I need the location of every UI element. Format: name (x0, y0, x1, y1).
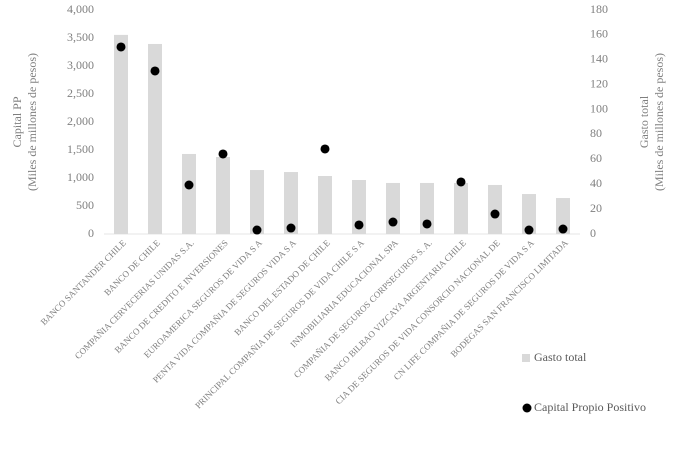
y-tick-label: 1,000 (67, 170, 94, 184)
y2-tick-label: 80 (590, 126, 602, 140)
bar (318, 176, 332, 234)
y-tick-label: 1,500 (67, 142, 94, 156)
y2-tick-label: 20 (590, 201, 602, 215)
dot (422, 219, 432, 229)
bar (216, 156, 230, 234)
y2-tick-label: 140 (590, 52, 608, 66)
bar (522, 194, 536, 234)
legend-label: Capital Propio Positivo (534, 400, 646, 414)
dot (558, 224, 568, 234)
y2-axis-title: (Miles de millones de pesos) (652, 53, 666, 191)
bar (556, 198, 570, 234)
dot (184, 180, 194, 190)
bar (250, 170, 264, 234)
bar (182, 153, 196, 234)
y-tick-label: 3,500 (67, 30, 94, 44)
y-tick-label: 4,000 (67, 2, 94, 16)
y2-axis-title: Gasto total (637, 95, 651, 148)
bar (454, 182, 468, 234)
dot (490, 209, 500, 219)
y2-tick-label: 40 (590, 176, 602, 190)
dot (218, 149, 228, 159)
bar (352, 179, 366, 234)
y-tick-label: 3,000 (67, 58, 94, 72)
y-tick-label: 500 (76, 198, 94, 212)
dot (116, 42, 126, 52)
x-tick-label: BODEGAS SAN FRANCISCO LIMITADA (449, 237, 571, 359)
dot (524, 225, 534, 235)
y2-tick-label: 0 (590, 226, 596, 240)
legend-swatch (522, 403, 532, 413)
legend-swatch (522, 354, 530, 362)
y-tick-label: 2,000 (67, 114, 94, 128)
legend-label: Gasto total (534, 350, 587, 364)
dot (320, 144, 330, 154)
dot (388, 217, 398, 227)
y2-tick-label: 180 (590, 2, 608, 16)
y-tick-label: 0 (88, 226, 94, 240)
y-axis-title: (Miles de millones de pesos) (25, 53, 39, 191)
bar (148, 43, 162, 235)
dot (354, 220, 364, 230)
dot (286, 223, 296, 233)
x-tick-label: CIA DE SEGUROS DE VIDA CONSORCIO NACIONA… (333, 237, 502, 406)
dot (456, 177, 466, 187)
dot (150, 66, 160, 76)
dot (252, 225, 262, 235)
y2-tick-label: 100 (590, 101, 608, 115)
y-tick-label: 2,500 (67, 86, 94, 100)
y2-tick-label: 60 (590, 151, 602, 165)
y2-tick-label: 160 (590, 27, 608, 41)
y2-tick-label: 120 (590, 76, 608, 90)
bar (114, 34, 128, 235)
x-tick-label: COMPAÑIA CERVECERIAS UNIDAS S.A. (73, 238, 196, 361)
bar (488, 184, 502, 234)
x-tick-label: EUROAMERICA SEGUROS DE VIDA S A (142, 237, 264, 359)
bar (284, 172, 298, 234)
y-axis-title: Capital PP (10, 96, 24, 147)
